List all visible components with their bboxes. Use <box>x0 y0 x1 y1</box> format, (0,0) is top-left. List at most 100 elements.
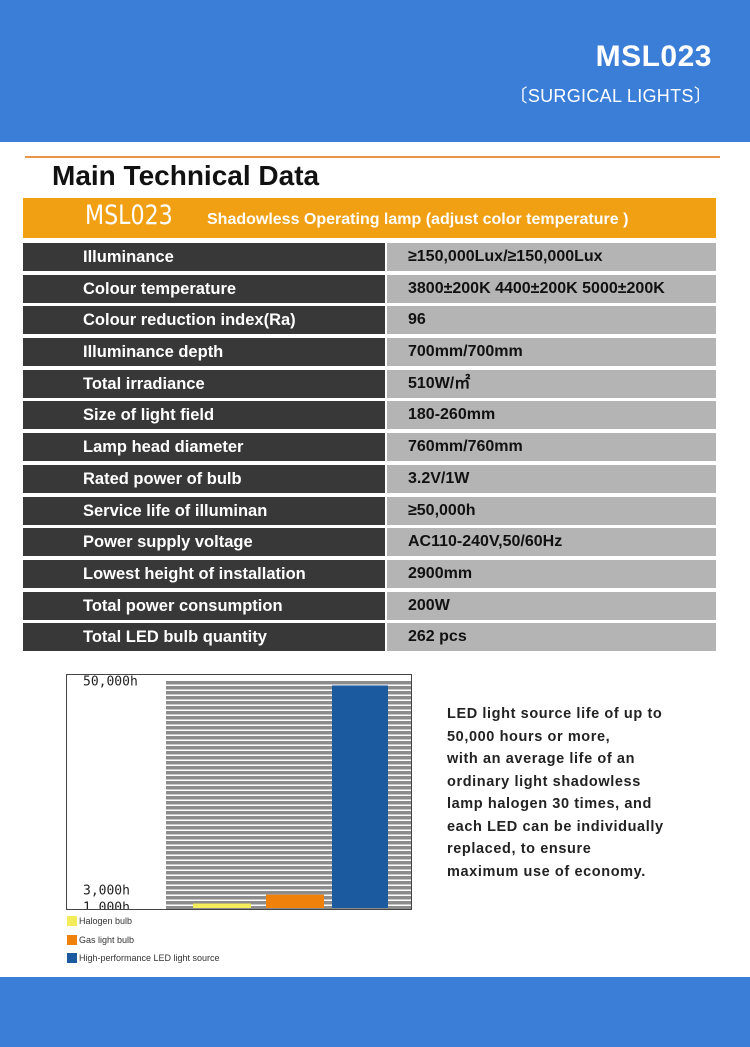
header-band: MSL023 〔SURGICAL LIGHTS〕 <box>0 0 750 142</box>
spec-label: Total LED bulb quantity <box>23 623 385 652</box>
spec-label: Rated power of bulb <box>23 464 385 493</box>
plot-stripe <box>166 701 411 705</box>
spec-label: Colour temperature <box>23 274 385 303</box>
spec-value: 262 pcs <box>387 623 716 652</box>
plot-stripe <box>166 836 411 840</box>
spec-label: Service life of illuminan <box>23 496 385 525</box>
spec-value: ≥50,000h <box>387 496 716 525</box>
bar-led <box>332 685 388 908</box>
legend-swatch-halogen <box>67 916 77 927</box>
plot-stripe <box>166 771 411 775</box>
lifetime-chart-svg: 50,000h 3,000h 1,000h <box>83 675 411 909</box>
spec-label: Total irradiance <box>23 369 385 398</box>
plot-stripe <box>166 826 411 830</box>
plot-stripe <box>166 796 411 800</box>
spec-row: Lowest height of installation 2900mm <box>23 559 716 588</box>
plot-stripe <box>166 876 411 880</box>
spec-row: Illuminance ≥150,000Lux/≥150,000Lux <box>23 243 716 271</box>
spec-row: Illuminance depth 700mm/700mm <box>23 338 716 367</box>
plot-stripe <box>166 821 411 825</box>
spec-value: 700mm/700mm <box>387 338 716 367</box>
spec-value: ≥150,000Lux/≥150,000Lux <box>387 243 716 271</box>
plot-stripe <box>166 891 411 895</box>
spec-row: Colour reduction index(Ra) 96 <box>23 306 716 335</box>
spec-value: 510W/㎡ <box>387 369 716 398</box>
product-category: 〔SURGICAL LIGHTS〕 <box>509 86 712 106</box>
spec-label: Lamp head diameter <box>23 433 385 462</box>
spec-label: Illuminance <box>23 243 385 271</box>
led-lifetime-note: LED light source life of up to 50,000 ho… <box>447 706 664 880</box>
plot-stripe <box>166 716 411 720</box>
y-tick-label: 3,000h <box>83 884 130 899</box>
plot-stripe <box>166 776 411 780</box>
spec-table-header: MSL023 Shadowless Operating lamp (adjust… <box>23 198 716 238</box>
spec-row: Size of light field 180-260mm <box>23 401 716 430</box>
plot-stripe <box>166 881 411 885</box>
spec-label: Size of light field <box>23 401 385 430</box>
spec-label: Power supply voltage <box>23 528 385 557</box>
spec-header-model: MSL023 <box>85 200 173 231</box>
section-divider <box>25 156 720 158</box>
spec-table: Illuminance ≥150,000Lux/≥150,000Lux Colou… <box>23 243 716 655</box>
section-title: Main Technical Data <box>52 160 320 191</box>
spec-value: 760mm/760mm <box>387 433 716 462</box>
plot-stripe <box>166 791 411 795</box>
chart-legend: Halogen bulb Gas light bulb High-perform… <box>67 912 220 968</box>
spec-row: Lamp head diameter 760mm/760mm <box>23 433 716 462</box>
plot-stripe <box>166 761 411 765</box>
legend-label: Gas light bulb <box>79 934 135 945</box>
plot-stripe <box>166 731 411 735</box>
plot-stripe <box>166 861 411 865</box>
spec-row: Service life of illuminan ≥50,000h <box>23 496 716 525</box>
spec-value: 3800±200K 4400±200K 5000±200K <box>387 274 716 303</box>
plot-stripe <box>166 726 411 730</box>
plot-stripe <box>166 866 411 870</box>
legend-swatch-gas <box>67 934 77 945</box>
plot-stripe <box>166 721 411 725</box>
plot-stripe <box>166 841 411 845</box>
spec-label: Lowest height of installation <box>23 559 385 588</box>
legend-label: High-performance LED light source <box>79 953 220 964</box>
spec-row: Colour temperature 3800±200K 4400±200K 50… <box>23 274 716 303</box>
spec-value: 96 <box>387 306 716 335</box>
legend-swatch-led <box>67 953 77 964</box>
spec-value: 3.2V/1W <box>387 464 716 493</box>
plot-stripe <box>166 786 411 790</box>
spec-header-description: Shadowless Operating lamp (adjust color … <box>207 211 629 228</box>
plot-stripe <box>166 831 411 835</box>
spec-label: Illuminance depth <box>23 338 385 367</box>
plot-stripe <box>166 846 411 850</box>
legend-label: Halogen bulb <box>79 916 133 927</box>
plot-stripe <box>166 806 411 810</box>
spec-label: Colour reduction index(Ra) <box>23 306 385 335</box>
spec-value: 180-260mm <box>387 401 716 430</box>
plot-stripe <box>166 706 411 710</box>
plot-stripe <box>166 711 411 715</box>
plot-stripe <box>166 751 411 755</box>
plot-stripe <box>166 816 411 820</box>
legend-item: High-performance LED light source <box>67 949 220 968</box>
plot-stripe <box>166 871 411 875</box>
plot-stripe <box>166 801 411 805</box>
plot-stripe <box>166 686 411 690</box>
spec-value: 2900mm <box>387 559 716 588</box>
plot-stripe <box>166 691 411 695</box>
plot-stripe <box>166 756 411 760</box>
plot-stripe <box>166 736 411 740</box>
spec-row: Total irradiance 510W/㎡ <box>23 369 716 398</box>
plot-stripe <box>166 856 411 860</box>
plot-stripe <box>166 766 411 770</box>
plot-stripe <box>166 851 411 855</box>
spec-row: Power supply voltage AC110-240V,50/60Hz <box>23 528 716 557</box>
bar-halogen <box>193 903 251 908</box>
legend-item: Halogen bulb <box>67 912 220 931</box>
spec-row: Total LED bulb quantity 262 pcs <box>23 623 716 652</box>
plot-stripe <box>166 696 411 700</box>
plot-stripe <box>166 781 411 785</box>
plot-stripe <box>166 681 411 685</box>
plot-stripe <box>166 741 411 745</box>
plot-stripe <box>166 746 411 750</box>
plot-stripe <box>166 886 411 890</box>
product-model: MSL023 <box>595 40 712 73</box>
legend-item: Gas light bulb <box>67 931 220 950</box>
